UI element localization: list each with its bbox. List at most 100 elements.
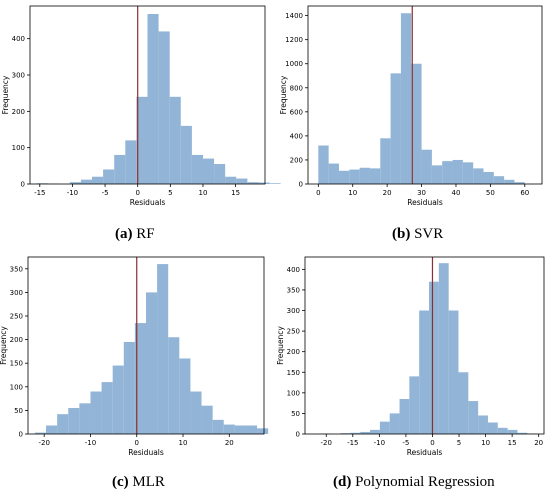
polynomial-regression-bar bbox=[497, 427, 508, 434]
mlr-bar bbox=[101, 382, 113, 434]
polynomial-regression-y-tick-label: 200 bbox=[287, 348, 300, 356]
mlr-y-tick-label: 350 bbox=[10, 265, 23, 273]
svr-bar bbox=[411, 63, 422, 184]
rf-bar bbox=[180, 125, 192, 184]
polynomial-regression-x-tick-label: -5 bbox=[402, 439, 409, 447]
svr-bar bbox=[328, 163, 339, 184]
rf-x-tick-label: 15 bbox=[231, 189, 240, 197]
mlr-bar bbox=[57, 414, 69, 434]
polynomial-regression-bar bbox=[350, 432, 361, 434]
rf-bar bbox=[136, 96, 148, 184]
svr-x-tick-label: 40 bbox=[452, 189, 461, 197]
polynomial-regression-bar bbox=[487, 422, 498, 434]
rf-x-tick-label: 5 bbox=[168, 189, 172, 197]
svr-bar bbox=[452, 159, 463, 184]
mlr-y-axis-label: Frequency bbox=[0, 326, 8, 365]
mlr-y-tick-label: 150 bbox=[10, 360, 23, 368]
mlr-bar bbox=[157, 264, 169, 434]
rf-bar bbox=[80, 179, 93, 184]
caption-mlr: (c) MLR bbox=[112, 474, 165, 490]
svr-bar bbox=[431, 165, 443, 184]
svr-bar bbox=[400, 13, 412, 184]
rf-bar bbox=[169, 96, 181, 184]
polynomial-regression-bar bbox=[370, 429, 380, 434]
polynomial-regression-y-axis-label: Frequency bbox=[276, 326, 285, 365]
rf-x-axis-label: Residuals bbox=[130, 198, 166, 207]
rf-bar bbox=[125, 140, 137, 184]
mlr-y-tick-label: 50 bbox=[14, 407, 23, 415]
svr-bar bbox=[442, 161, 453, 184]
rf-x-tick-label: 0 bbox=[135, 189, 139, 197]
svr-x-tick-label: 10 bbox=[348, 189, 357, 197]
polynomial-regression-x-tick-label: -10 bbox=[374, 439, 385, 447]
svr-bar bbox=[421, 149, 432, 184]
mlr-y-tick-label: 250 bbox=[10, 313, 23, 321]
polynomial-regression-x-axis-label: Residuals bbox=[407, 448, 443, 457]
rf-bar bbox=[225, 176, 237, 184]
mlr-bar bbox=[234, 425, 246, 434]
svr-bar bbox=[473, 168, 484, 184]
mlr-bar bbox=[168, 337, 180, 434]
svr-y-tick-label: 1200 bbox=[285, 36, 303, 44]
rf-bar bbox=[69, 182, 81, 184]
svr-bar bbox=[493, 176, 505, 184]
mlr-bar bbox=[68, 408, 80, 434]
rf-bar bbox=[158, 31, 170, 184]
rf-x-tick-label: -10 bbox=[67, 189, 78, 197]
polynomial-regression-bar bbox=[429, 281, 439, 434]
mlr-bar bbox=[134, 323, 146, 434]
polynomial-regression-bar bbox=[389, 413, 400, 434]
polynomial-regression-x-tick-label: 0 bbox=[430, 439, 434, 447]
mlr-y-tick-label: 300 bbox=[10, 289, 23, 297]
polynomial-regression-y-tick-label: 300 bbox=[287, 307, 300, 315]
svr-y-tick-label: 1000 bbox=[285, 60, 303, 68]
mlr-bar bbox=[79, 403, 91, 434]
svr-y-tick-label: 400 bbox=[290, 132, 303, 140]
rf-x-tick-label: 10 bbox=[199, 189, 208, 197]
polynomial-regression-y-tick-label: 100 bbox=[287, 389, 300, 397]
polynomial-regression-bar bbox=[340, 433, 351, 434]
svr-y-tick-label: 600 bbox=[290, 108, 303, 116]
rf-bar bbox=[191, 154, 203, 184]
rf-bar bbox=[114, 154, 126, 184]
rf-x-tick-label: -5 bbox=[102, 189, 109, 197]
rf-bar bbox=[236, 178, 248, 184]
mlr-x-tick-label: 10 bbox=[179, 439, 188, 447]
polynomial-regression-x-tick-label: -15 bbox=[347, 439, 358, 447]
svr-bar bbox=[483, 171, 494, 184]
polynomial-regression-x-tick-label: -20 bbox=[321, 439, 332, 447]
mlr-x-axis-label: Residuals bbox=[128, 448, 164, 457]
mlr-bar bbox=[201, 405, 213, 434]
polynomial-regression-x-tick-label: 10 bbox=[481, 439, 490, 447]
polynomial-regression-plot-frame bbox=[304, 256, 545, 435]
mlr-bar bbox=[112, 365, 124, 434]
svr-y-tick-label: 800 bbox=[290, 84, 303, 92]
mlr-y-tick-label: 100 bbox=[10, 383, 23, 391]
polynomial-regression-bar bbox=[468, 401, 479, 434]
mlr-bar bbox=[245, 425, 258, 434]
polynomial-regression-bar bbox=[448, 310, 459, 434]
polynomial-regression-y-tick-label: 150 bbox=[287, 369, 300, 377]
mlr-bar bbox=[212, 419, 224, 434]
rf-y-tick-label: 100 bbox=[12, 144, 25, 152]
svr-bar bbox=[514, 182, 525, 184]
rf-y-axis-label: Frequency bbox=[1, 75, 10, 114]
svr-plot-frame bbox=[307, 5, 543, 185]
mlr-plot-frame bbox=[27, 256, 265, 435]
polynomial-regression-x-tick-label: 15 bbox=[508, 439, 517, 447]
mlr-x-tick-label: 0 bbox=[135, 439, 139, 447]
rf-bar bbox=[103, 169, 115, 184]
mlr-bar bbox=[223, 424, 235, 434]
svr-bar bbox=[504, 179, 515, 184]
svr-x-tick-label: 50 bbox=[486, 189, 495, 197]
mlr-y-tick-label: 0 bbox=[19, 431, 23, 439]
polynomial-regression-bar bbox=[458, 372, 469, 434]
svr-y-tick-label: 0 bbox=[299, 181, 303, 189]
polynomial-regression-y-tick-label: 350 bbox=[287, 286, 300, 294]
rf-bar bbox=[258, 182, 270, 184]
svr-bar bbox=[462, 162, 474, 184]
polynomial-regression-x-tick-label: 5 bbox=[457, 439, 461, 447]
mlr-bar bbox=[34, 432, 47, 434]
svr-bar bbox=[390, 73, 401, 184]
